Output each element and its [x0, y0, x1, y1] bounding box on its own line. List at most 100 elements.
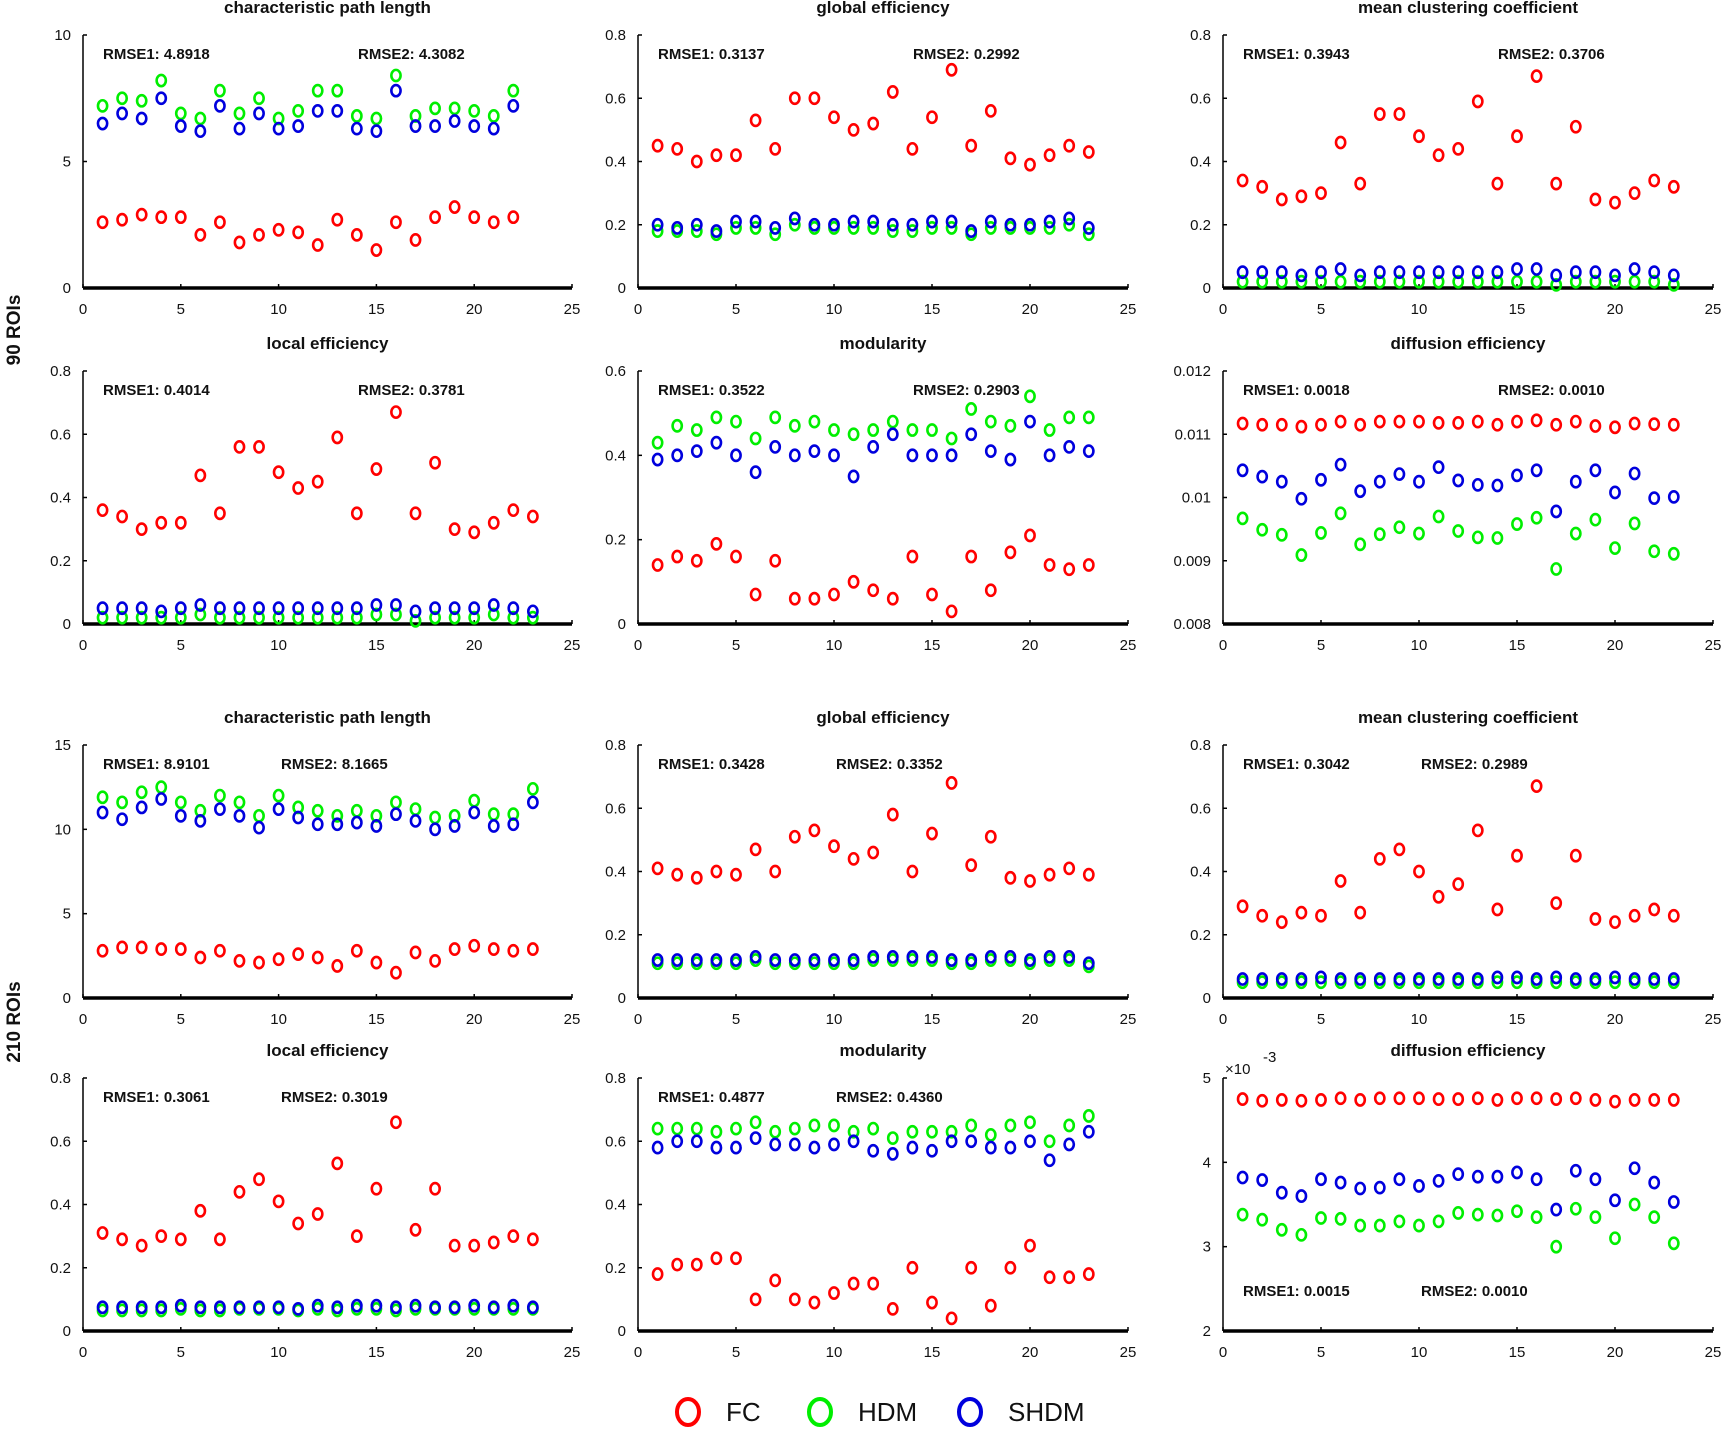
point-hdm	[1667, 277, 1680, 292]
point-fc	[1082, 867, 1095, 882]
point-fc	[749, 113, 762, 128]
x-tick-label: 10	[1411, 301, 1428, 318]
point-hdm	[984, 221, 997, 235]
point-shdm	[651, 452, 664, 467]
point-fc	[1334, 874, 1347, 888]
point-fc	[135, 522, 148, 537]
point-hdm	[487, 607, 500, 622]
point-fc	[730, 148, 742, 163]
point-hdm	[1373, 1218, 1386, 1233]
point-shdm	[1628, 262, 1641, 276]
rmse1-label: RMSE1: 0.3943	[1243, 46, 1350, 63]
y-tick-label: 0.2	[1190, 217, 1211, 234]
point-hdm	[1275, 527, 1288, 542]
point-fc	[1530, 413, 1543, 428]
point-shdm	[808, 953, 821, 967]
point-fc	[174, 515, 187, 530]
point-fc	[448, 942, 461, 956]
point-fc	[155, 1229, 168, 1244]
point-fc	[749, 1292, 762, 1307]
point-hdm	[1024, 1115, 1036, 1130]
point-fc	[1550, 176, 1563, 191]
point-fc	[116, 212, 129, 227]
point-fc	[96, 503, 109, 518]
point-fc	[906, 1260, 919, 1275]
point-shdm	[370, 1298, 383, 1313]
point-hdm	[429, 810, 441, 825]
point-shdm	[370, 598, 383, 612]
point-hdm	[945, 431, 958, 446]
point-shdm	[468, 119, 481, 133]
point-fc	[847, 1276, 860, 1291]
point-fc	[1491, 417, 1504, 432]
point-fc	[1432, 148, 1445, 163]
point-shdm	[292, 119, 305, 133]
point-shdm	[1628, 466, 1641, 481]
point-shdm	[1315, 265, 1327, 280]
point-shdm	[292, 810, 305, 825]
x-tick-label: 20	[1022, 637, 1039, 654]
x-tick-label: 5	[177, 1344, 185, 1361]
point-fc	[292, 225, 305, 240]
series-shdm	[1236, 970, 1680, 986]
point-shdm	[788, 953, 801, 967]
point-shdm	[1452, 473, 1465, 488]
point-fc	[135, 207, 148, 222]
point-fc	[96, 215, 109, 230]
y-tick-label: 0.8	[605, 27, 626, 44]
point-shdm	[1648, 1175, 1661, 1190]
point-fc	[965, 858, 978, 873]
point-fc	[867, 116, 880, 131]
x-tick-label: 25	[1705, 301, 1722, 318]
point-hdm	[769, 1124, 782, 1139]
point-shdm	[906, 1140, 919, 1155]
y-tick-label: 0.4	[605, 447, 626, 464]
point-fc	[1082, 1267, 1095, 1281]
point-hdm	[1511, 1204, 1523, 1219]
point-fc	[1354, 417, 1367, 432]
x-tick-label: 0	[79, 1344, 87, 1361]
point-hdm	[155, 780, 168, 795]
point-fc	[730, 867, 742, 882]
point-fc	[671, 141, 684, 156]
point-hdm	[1667, 1236, 1680, 1251]
point-fc	[1413, 864, 1425, 879]
point-fc	[1373, 851, 1386, 866]
point-shdm	[867, 949, 880, 964]
point-hdm	[1256, 274, 1269, 289]
point-fc	[1236, 899, 1249, 914]
series-fc	[1236, 779, 1680, 929]
series-shdm	[96, 598, 539, 619]
point-hdm	[1667, 546, 1680, 561]
point-fc	[808, 91, 821, 106]
point-fc	[1315, 1093, 1327, 1107]
point-shdm	[847, 953, 860, 967]
panel-4: local efficiency 0 5 10 15 20 25 0 0.2 0.4 0.6 0.8 R…	[50, 334, 580, 654]
point-fc	[1471, 414, 1484, 429]
point-shdm	[1530, 262, 1543, 276]
point-shdm	[867, 1143, 880, 1158]
point-fc	[1295, 1093, 1308, 1108]
point-hdm	[690, 1121, 703, 1136]
point-fc	[1256, 1093, 1269, 1108]
point-hdm	[1471, 274, 1484, 289]
point-shdm	[1550, 1202, 1563, 1217]
point-shdm	[1236, 265, 1249, 280]
point-fc	[1236, 416, 1249, 431]
y-tick-label: 0	[1203, 280, 1211, 297]
x-tick-label: 25	[1120, 1011, 1137, 1028]
point-fc	[1530, 1091, 1543, 1106]
point-shdm	[233, 121, 246, 136]
point-shdm	[1295, 268, 1308, 283]
point-hdm	[1004, 1118, 1017, 1133]
series-hdm	[1236, 1197, 1680, 1254]
point-hdm	[1569, 526, 1582, 541]
point-shdm	[671, 448, 684, 463]
point-shdm	[370, 819, 383, 833]
point-fc	[1491, 176, 1504, 191]
panel-title: mean clustering coefficient	[1358, 708, 1578, 727]
point-hdm	[331, 83, 344, 98]
point-hdm	[1393, 274, 1406, 289]
point-hdm	[730, 221, 742, 235]
point-shdm	[1295, 491, 1308, 506]
